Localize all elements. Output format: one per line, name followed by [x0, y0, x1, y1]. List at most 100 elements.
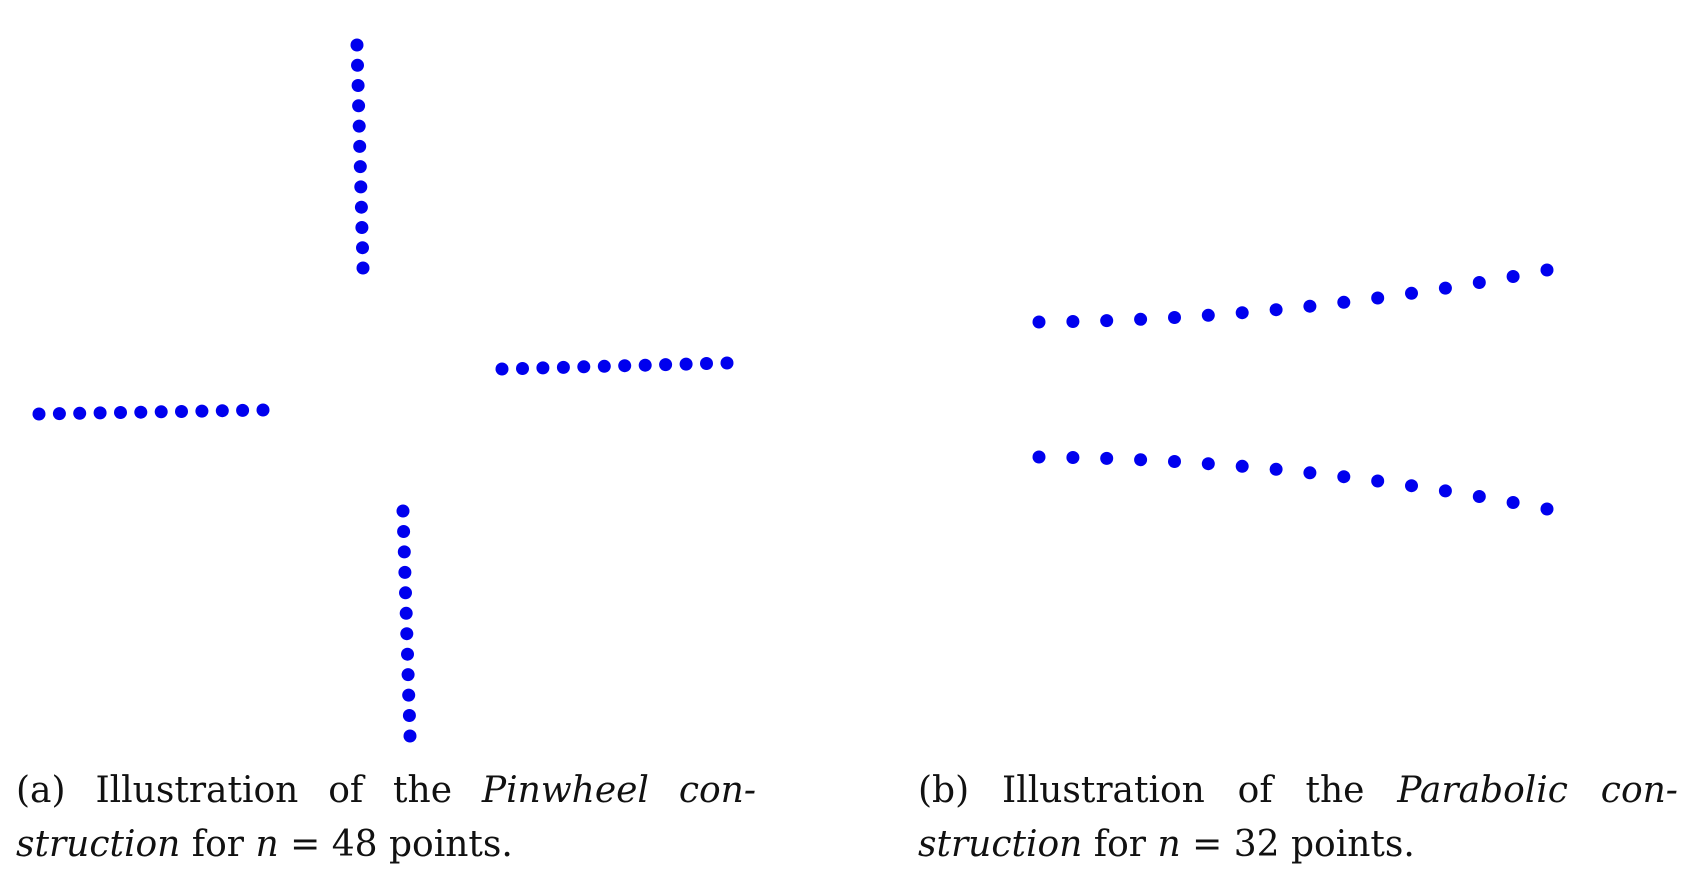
pinwheel-point — [396, 504, 410, 518]
pinwheel-point — [401, 668, 415, 682]
pinwheel-point — [618, 359, 632, 373]
pinwheel-point — [398, 565, 412, 579]
parabola-lower-point — [1269, 462, 1283, 476]
caption-a-line2-end: points. — [388, 824, 513, 865]
parabola-upper-point — [1134, 312, 1148, 326]
pinwheel-point — [397, 525, 411, 538]
parabola-upper-point — [1506, 270, 1520, 283]
parabola-lower-point — [1405, 479, 1418, 493]
pinwheel-point — [352, 99, 366, 113]
pinwheel-point — [659, 358, 673, 372]
pinwheel-point — [402, 688, 416, 702]
parabola-upper-point — [1032, 315, 1046, 329]
pinwheel-point — [356, 241, 369, 255]
pinwheel-point — [399, 606, 413, 620]
pinwheel-point — [355, 221, 369, 234]
parabola-lower-point — [1032, 450, 1046, 464]
pinwheel-point — [236, 403, 250, 417]
parabola-upper-point — [1371, 291, 1385, 305]
parabola-lower-point — [1472, 490, 1486, 503]
pinwheel-point — [495, 362, 509, 376]
parabola-lower-point — [1438, 484, 1452, 498]
parabola-lower-point — [1540, 502, 1554, 516]
caption-a-label: (a) — [16, 770, 66, 811]
pinwheel-point — [356, 261, 370, 275]
pinwheel-point — [700, 357, 713, 370]
caption-b-line1: (b) Illustration of the Parabolic con- — [918, 764, 1678, 818]
caption-a-line2-italic: struction — [16, 824, 181, 865]
parabola-upper-point — [1066, 315, 1080, 328]
parabola-lower-point — [1371, 474, 1385, 488]
pinwheel-point — [403, 729, 417, 743]
parabola-lower-point — [1134, 453, 1148, 467]
parabola-upper-point — [1438, 281, 1452, 295]
parabola-lower-point — [1235, 459, 1249, 473]
parabola-lower-point — [1066, 451, 1080, 464]
caption-b-label: (b) — [918, 770, 970, 811]
pinwheel-point — [402, 709, 416, 722]
pinwheel-point — [638, 358, 652, 372]
parabola-upper-point — [1405, 286, 1418, 300]
pinwheel-point — [352, 119, 366, 133]
caption-a-line2: struction for n = 48 points. — [16, 818, 756, 872]
caption-b-tail: con- — [1600, 770, 1678, 811]
pinwheel-plot — [32, 38, 734, 743]
parabola-upper-point — [1472, 276, 1486, 289]
subfigure-a — [0, 0, 790, 890]
pinwheel-point — [401, 647, 414, 661]
pinwheel-point — [350, 38, 364, 52]
pinwheel-point — [399, 586, 412, 600]
pinwheel-point — [353, 139, 367, 153]
subfigure-b — [900, 0, 1696, 890]
pinwheel-point — [556, 360, 570, 374]
pinwheel-point — [256, 403, 270, 417]
pinwheel-point — [215, 404, 229, 418]
parabola-lower-point — [1100, 451, 1114, 465]
parabola-upper-point — [1100, 314, 1114, 328]
pinwheel-point — [597, 359, 611, 373]
caption-b: (b) Illustration of the Parabolic con- s… — [918, 764, 1678, 872]
pinwheel-point — [52, 407, 66, 421]
pinwheel-point — [679, 357, 693, 371]
parabola-lower-point — [1337, 470, 1351, 484]
parabola-lower-point — [1201, 457, 1215, 471]
caption-a-tail: con- — [678, 770, 756, 811]
parabola-upper-point — [1540, 263, 1554, 277]
pinwheel-point — [93, 406, 107, 420]
parabola-lower-point — [1168, 455, 1181, 468]
pinwheel-point — [354, 180, 368, 194]
caption-b-name: Parabolic — [1397, 770, 1568, 811]
pinwheel-point — [536, 361, 550, 375]
pinwheel-point — [354, 200, 368, 214]
pinwheel-point — [720, 356, 734, 370]
pinwheel-point — [175, 405, 188, 418]
pinwheel-point — [351, 79, 365, 92]
caption-a-line2-mid: for — [191, 824, 245, 865]
caption-a-name: Pinwheel — [481, 770, 649, 811]
pinwheel-point — [400, 627, 414, 641]
caption-b-line2-end: points. — [1290, 824, 1415, 865]
pinwheel-point — [353, 160, 367, 174]
caption-b-line2: struction for n = 32 points. — [918, 818, 1678, 872]
caption-b-pre: Illustration of the — [1001, 770, 1365, 811]
parabola-lower-point — [1303, 466, 1317, 480]
pinwheel-point — [516, 362, 529, 375]
caption-b-line2-italic: struction — [918, 824, 1083, 865]
pinwheel-point — [32, 407, 46, 421]
caption-b-line2-mid: for — [1093, 824, 1147, 865]
caption-b-math-eq: = 32 — [1192, 824, 1280, 865]
caption-a-math-eq: = 48 — [290, 824, 378, 865]
pinwheel-point — [154, 405, 168, 419]
caption-a-math-var: n — [255, 824, 279, 865]
parabola-upper-point — [1168, 311, 1181, 324]
parabola-upper-point — [1337, 295, 1351, 309]
parabola-upper-point — [1303, 299, 1317, 313]
pinwheel-point — [114, 406, 127, 419]
caption-a-pre: Illustration of the — [95, 770, 453, 811]
pinwheel-point — [577, 360, 591, 374]
parabola-upper-point — [1235, 306, 1249, 320]
parabola-upper-point — [1201, 308, 1215, 322]
caption-b-math-var: n — [1157, 824, 1181, 865]
parabola-lower-point — [1506, 496, 1520, 509]
pinwheel-point — [134, 405, 148, 419]
